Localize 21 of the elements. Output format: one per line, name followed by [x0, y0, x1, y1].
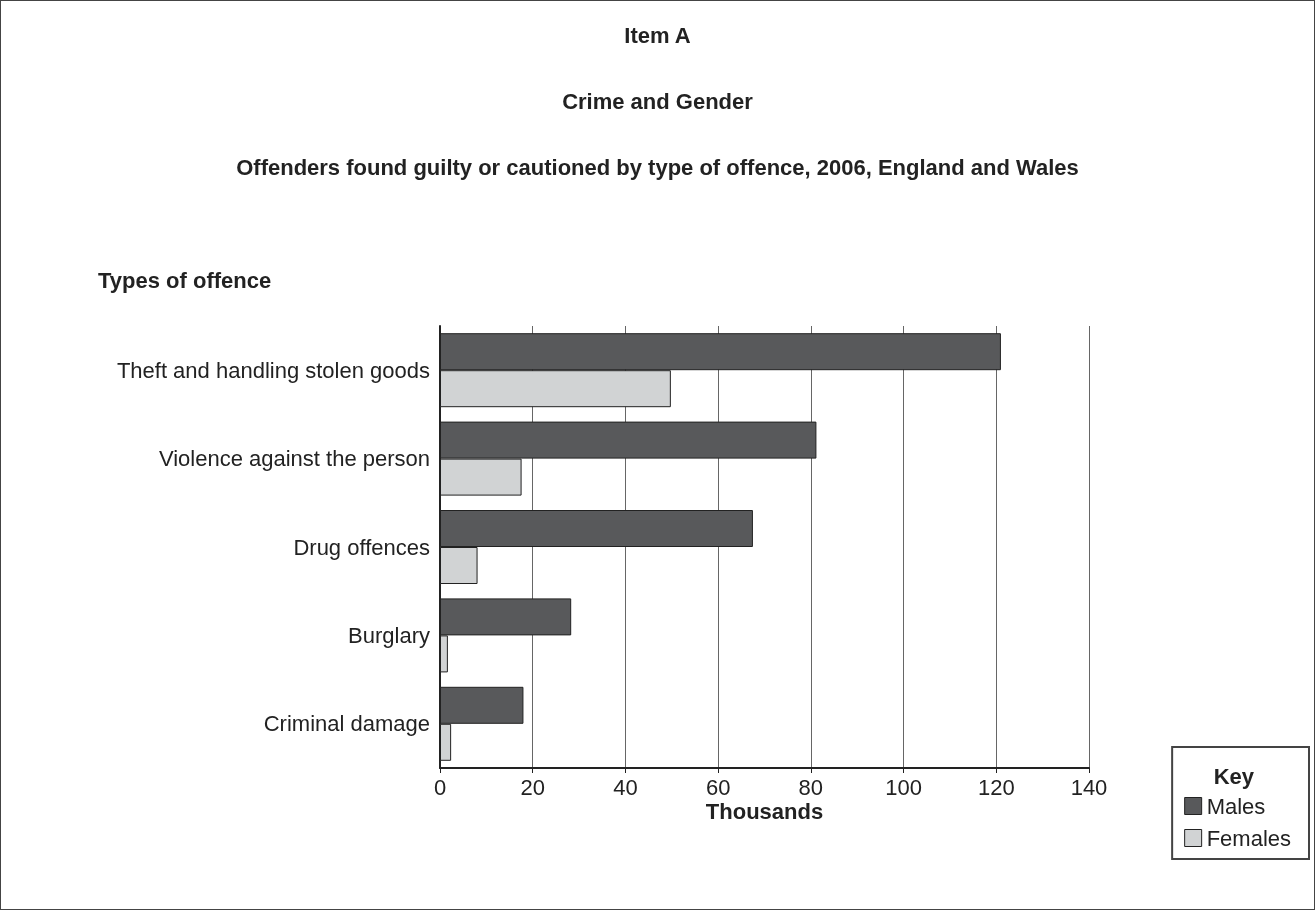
x-tick-label: 80 — [798, 774, 824, 800]
x-tick-label: 0 — [433, 774, 447, 800]
y-axis-title: Types of offence — [98, 267, 272, 293]
y-tick-label: Burglary — [348, 622, 430, 648]
text: Item A — [624, 22, 691, 48]
x-tick-label: 100 — [885, 774, 922, 800]
y-tick-label: Criminal damage — [263, 711, 430, 737]
x-axis-title: Thousands — [705, 798, 824, 824]
y-tick-label: Violence against the person — [158, 446, 430, 472]
x-tick-label: 20 — [520, 774, 545, 800]
x-tick-label: 140 — [1070, 774, 1108, 800]
legend-label: Males — [1206, 793, 1266, 819]
chart-subtitle: Offenders found guilty or cautioned by type of offence, 2006, England and Wales — [236, 154, 1079, 180]
y-tick-label: Theft and handling stolen goods — [116, 357, 430, 383]
x-tick-label: 40 — [613, 774, 638, 800]
y-tick-label: Drug offences — [293, 534, 430, 560]
chart-title: Crime and Gender — [562, 88, 754, 114]
x-tick-label: 120 — [977, 774, 1015, 800]
x-tick-label: 60 — [705, 774, 731, 800]
legend-title: Key — [1213, 763, 1255, 789]
legend-label: Females — [1206, 825, 1291, 851]
